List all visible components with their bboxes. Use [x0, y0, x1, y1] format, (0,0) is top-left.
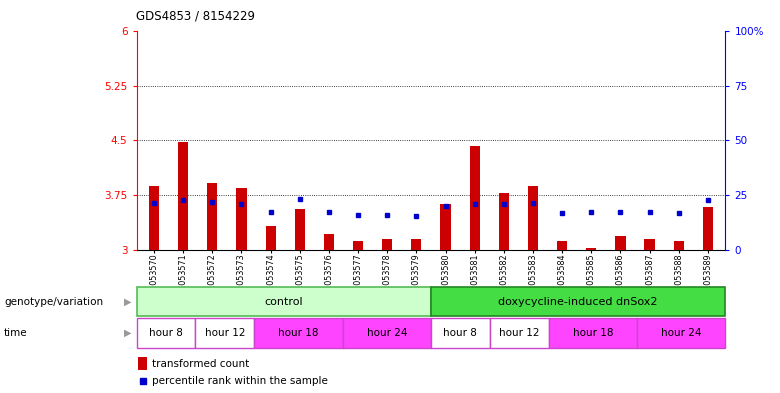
Bar: [207, 183, 218, 250]
Text: hour 12: hour 12: [499, 328, 540, 338]
Bar: [549, 318, 637, 348]
Bar: [703, 208, 713, 250]
Text: hour 18: hour 18: [278, 328, 319, 338]
Text: genotype/variation: genotype/variation: [4, 297, 103, 307]
Bar: [615, 237, 626, 250]
Bar: [470, 146, 480, 250]
Bar: [431, 287, 725, 316]
Bar: [490, 318, 549, 348]
Bar: [265, 226, 275, 250]
Text: GDS4853 / 8154229: GDS4853 / 8154229: [136, 10, 256, 23]
Text: hour 12: hour 12: [204, 328, 245, 338]
Bar: [149, 185, 159, 250]
Bar: [674, 241, 684, 250]
Text: hour 24: hour 24: [367, 328, 407, 338]
Bar: [195, 318, 254, 348]
Text: hour 8: hour 8: [149, 328, 183, 338]
Bar: [441, 204, 451, 250]
Bar: [382, 239, 392, 250]
Bar: [342, 318, 431, 348]
Text: hour 24: hour 24: [661, 328, 701, 338]
Bar: [557, 241, 567, 250]
Text: doxycycline-induced dnSox2: doxycycline-induced dnSox2: [498, 297, 658, 307]
Bar: [431, 318, 490, 348]
Bar: [587, 248, 597, 250]
Text: hour 8: hour 8: [444, 328, 477, 338]
Bar: [353, 241, 363, 250]
Text: transformed count: transformed count: [152, 358, 250, 369]
Bar: [136, 318, 195, 348]
Text: hour 18: hour 18: [573, 328, 613, 338]
Bar: [528, 185, 538, 250]
Bar: [637, 318, 725, 348]
Bar: [254, 318, 342, 348]
Bar: [178, 142, 188, 250]
Bar: [411, 239, 421, 250]
Bar: [236, 189, 246, 250]
Bar: [136, 287, 431, 316]
Text: control: control: [264, 297, 303, 307]
Bar: [498, 193, 509, 250]
Text: ▶: ▶: [123, 328, 131, 338]
Text: time: time: [4, 328, 27, 338]
Text: ▶: ▶: [123, 297, 131, 307]
Bar: [644, 239, 654, 250]
Bar: [324, 233, 334, 250]
Bar: [138, 357, 147, 369]
Text: percentile rank within the sample: percentile rank within the sample: [152, 376, 328, 386]
Bar: [295, 209, 305, 250]
